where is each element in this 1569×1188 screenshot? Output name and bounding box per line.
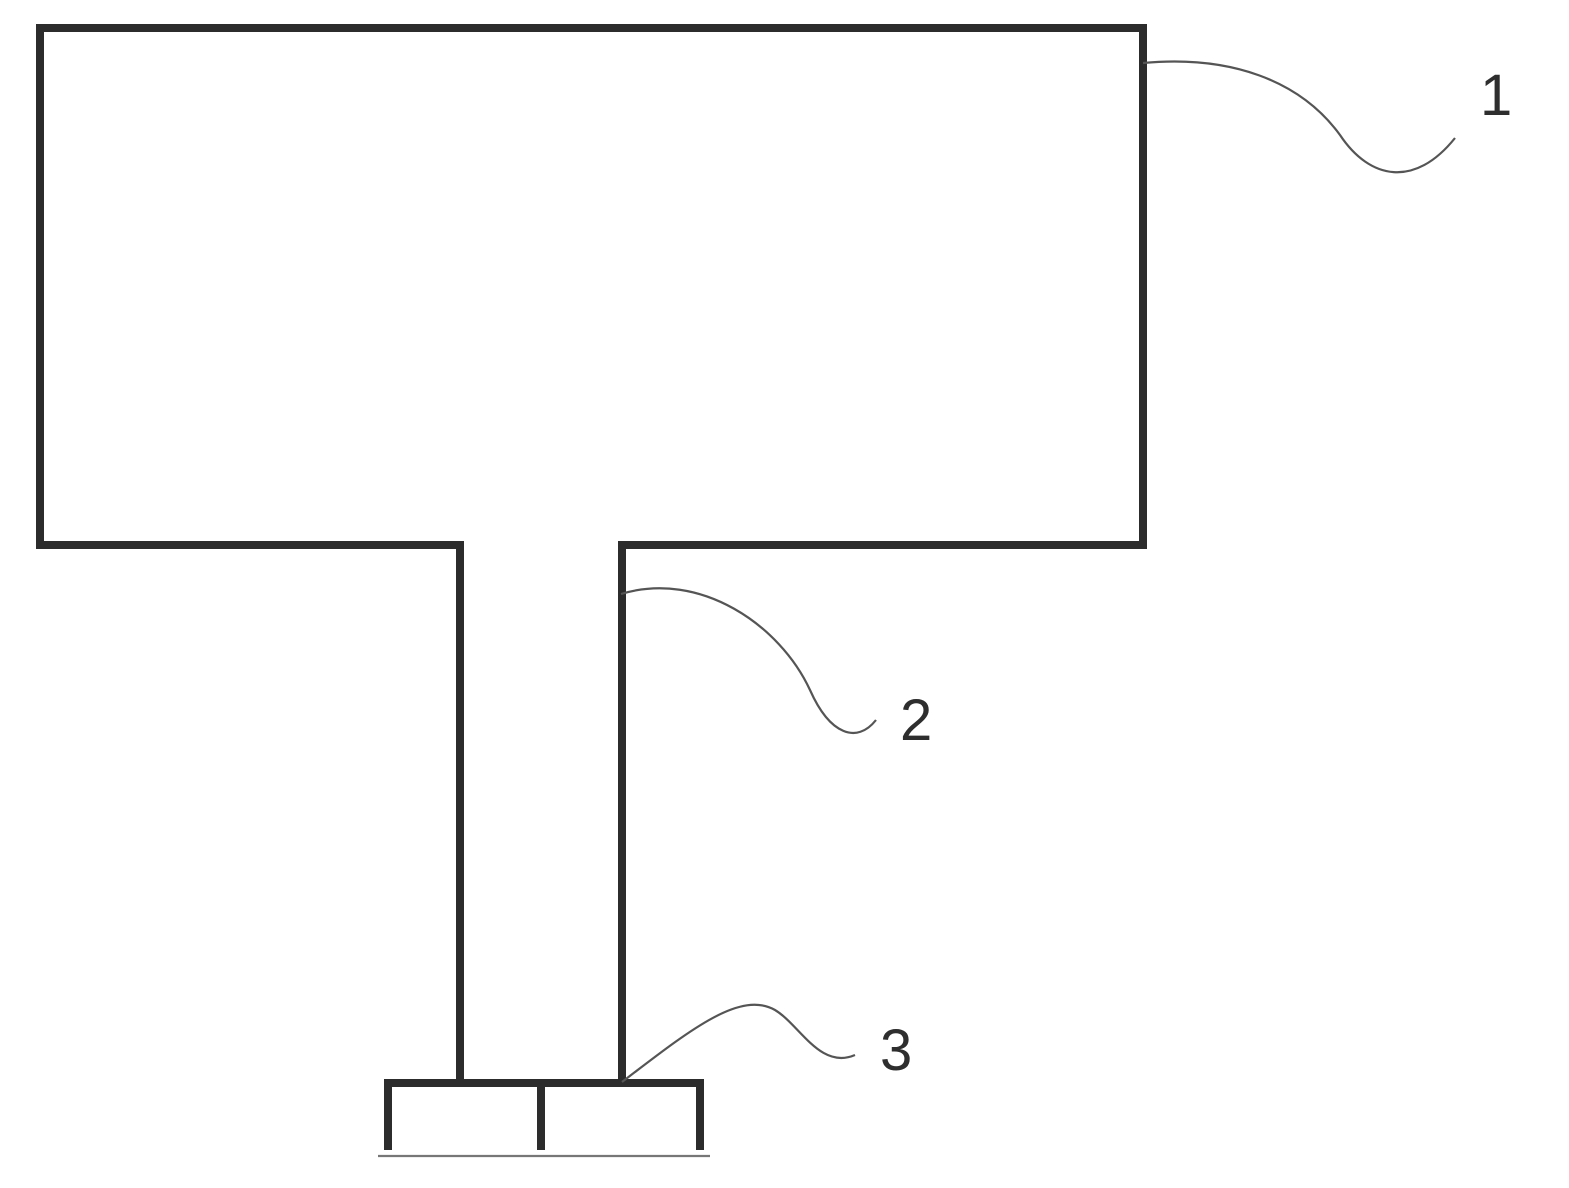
label-3: 3 bbox=[880, 1018, 912, 1083]
label-2: 2 bbox=[900, 688, 932, 753]
background bbox=[0, 0, 1569, 1188]
label-1: 1 bbox=[1480, 63, 1512, 128]
diagram-canvas: 1 2 3 bbox=[0, 0, 1569, 1188]
